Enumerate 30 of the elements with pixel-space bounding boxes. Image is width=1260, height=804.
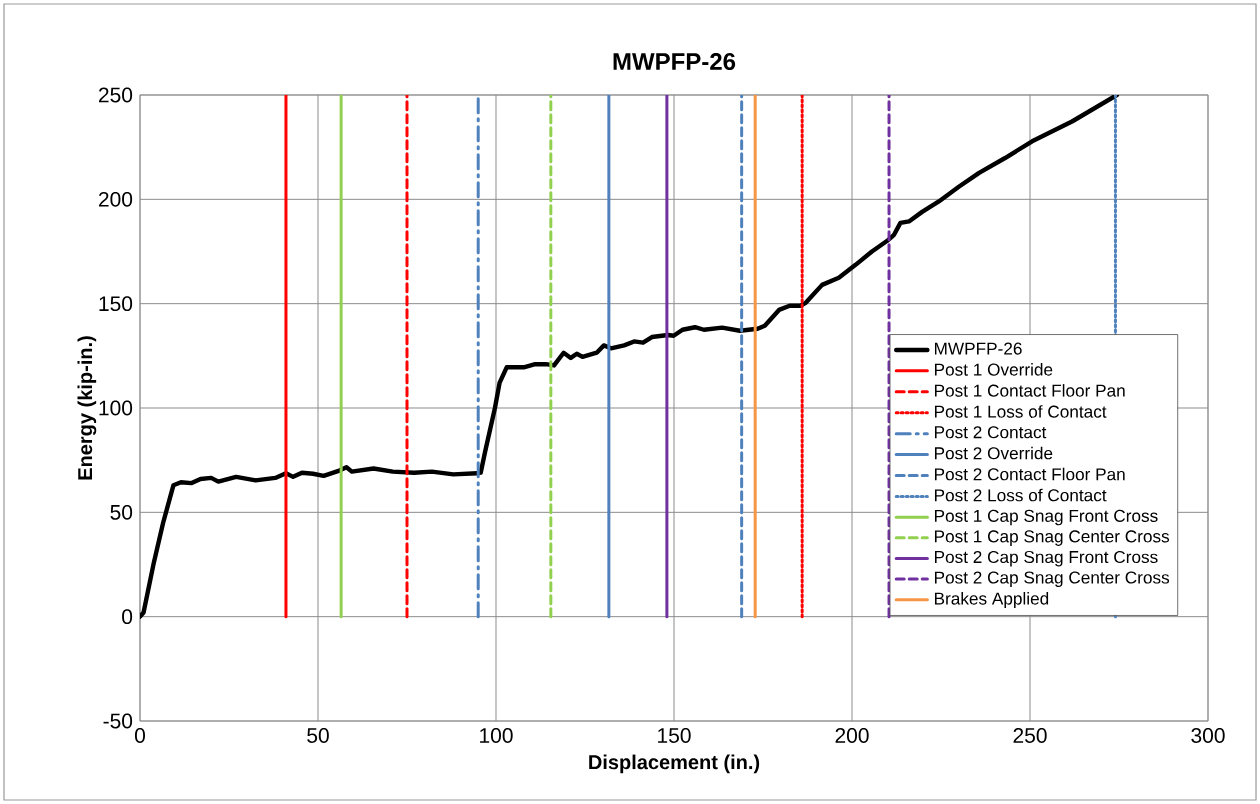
legend-label: Post 1 Cap Snag Front Cross	[934, 509, 1158, 526]
x-tick-label: 0	[134, 728, 145, 743]
legend-label: Post 2 Loss of Contact	[934, 488, 1107, 502]
legend-label: Post 2 Contact Floor Pan	[934, 467, 1125, 481]
legend-label: MWPFP-26	[934, 342, 1022, 355]
legend-label: Post 1 Loss of Contact	[934, 405, 1107, 418]
x-tick-label: 200	[835, 728, 869, 743]
x-tick-label: 300	[1191, 728, 1225, 743]
legend-label: Brakes Applied	[934, 592, 1049, 609]
y-tick-label: 150	[99, 296, 133, 312]
legend-label: Post 2 Contact	[934, 426, 1047, 439]
x-axis-title: Displacement (in.)	[589, 754, 760, 774]
x-tick-label: 150	[658, 728, 691, 743]
x-tick-label: 100	[480, 728, 513, 743]
legend-label: Post 1 Override	[934, 363, 1053, 376]
legend-label: Post 2 Override	[934, 446, 1053, 460]
x-tick-label: 50	[307, 728, 329, 743]
y-axis-title: Energy (kip-in.)	[77, 336, 97, 480]
legend-label: Post 2 Cap Snag Center Cross	[934, 571, 1170, 588]
y-tick-label: 50	[110, 504, 133, 520]
y-tick-label: 0	[122, 609, 133, 625]
legend-label: Post 2 Cap Snag Front Cross	[934, 550, 1158, 567]
y-tick-label: -50	[103, 713, 133, 729]
x-tick-label: 250	[1013, 728, 1047, 743]
y-tick-label: 250	[98, 87, 133, 103]
legend-label: Post 1 Contact Floor Pan	[934, 384, 1125, 397]
chart-title: MWPFP-26	[613, 53, 736, 71]
y-tick-label: 100	[99, 400, 133, 416]
legend-label: Post 1 Cap Snag Center Cross	[934, 530, 1170, 546]
y-tick-label: 200	[98, 191, 133, 207]
